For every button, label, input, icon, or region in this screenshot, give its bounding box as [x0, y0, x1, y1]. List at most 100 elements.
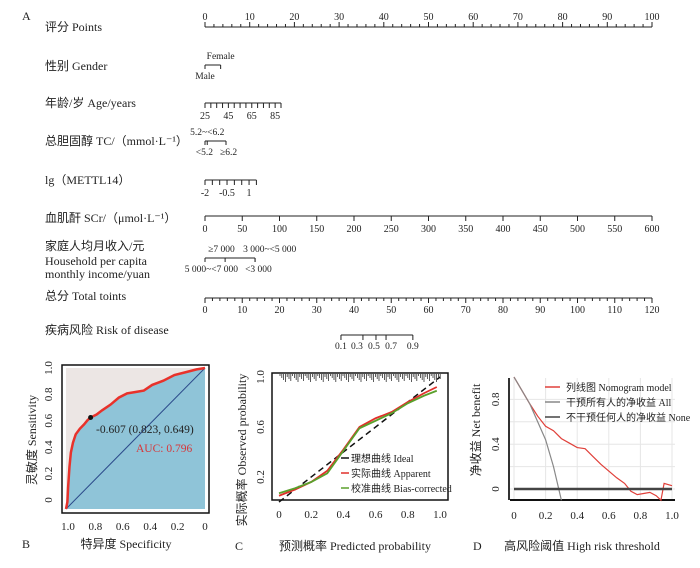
variable-tick-label: 200 — [347, 224, 362, 235]
total-points-tick-label: 120 — [645, 305, 660, 316]
variable-tick-label: -2 — [201, 188, 209, 199]
variable-label: Household per capita — [45, 254, 148, 268]
dca-x-tick-label: 0 — [511, 510, 517, 522]
roc-y-tick-label: 0 — [43, 497, 55, 503]
roc-y-tick-label: 0.4 — [43, 440, 55, 454]
calibration-frame — [271, 372, 449, 501]
risk-tick-label: 0.7 — [385, 342, 397, 352]
panel-label-a: A — [22, 9, 31, 23]
points-axis-tick-label: 10 — [245, 12, 255, 23]
points-axis-label: 评分 Points — [45, 20, 102, 34]
total-points-tick-label: 60 — [424, 305, 434, 316]
points-axis-tick-label: 20 — [289, 12, 299, 23]
roc-x-tick-label: 1.0 — [61, 521, 75, 533]
total-points-tick-label: 50 — [386, 305, 396, 316]
variable-tick-label: 550 — [607, 224, 622, 235]
roc-y-tick-label: 0.8 — [43, 387, 55, 401]
variable-tick-label: 300 — [421, 224, 436, 235]
variable-tick-label: 65 — [247, 111, 257, 122]
total-points-tick-label: 80 — [498, 305, 508, 316]
roc-auc-label: AUC: 0.796 — [136, 443, 192, 455]
variable-tick-label: 100 — [272, 224, 287, 235]
roc-x-axis-label: 特异度 Specificity — [81, 536, 172, 551]
roc-cutoff-label: -0.607 (0.823, 0.649) — [96, 424, 194, 436]
calibration-series-line — [278, 376, 441, 503]
dca-series-line — [513, 376, 673, 502]
dca-x-tick-label: 0.4 — [570, 510, 584, 522]
variable-level-label: <3 000 — [245, 265, 272, 275]
variable-tick-label: 25 — [200, 111, 210, 122]
dca-legend-label: 列线图 Nomogram model — [566, 381, 672, 394]
variable-label: lg（METTL14） — [45, 173, 130, 187]
roc-cutoff-point — [88, 414, 94, 420]
variable-label: monthly income/yuan — [45, 267, 150, 281]
total-points-label: 总分 Total toints — [45, 289, 126, 303]
calibration-x-tick-label: 0.2 — [304, 509, 318, 521]
variable-tick-label: 250 — [384, 224, 399, 235]
variable-tick-label: 450 — [533, 224, 548, 235]
dca-x-tick-label: 0.6 — [602, 510, 616, 522]
points-axis-tick-label: 0 — [203, 12, 208, 23]
dca-y-tick-label: 0.4 — [490, 437, 502, 451]
variable-level-label: ≥6.2 — [220, 148, 237, 158]
risk-axis-label: 疾病风险 Risk of disease — [45, 322, 169, 337]
variable-level-label: 3 000~<5 000 — [243, 245, 296, 255]
points-axis-tick-label: 30 — [334, 12, 344, 23]
total-points-tick-label: 10 — [237, 305, 247, 316]
dca-series-line — [513, 376, 562, 501]
roc-x-tick-label: 0.6 — [116, 521, 130, 533]
calibration-legend-label: 实际曲线 Apparent — [351, 467, 431, 480]
total-points-tick-label: 90 — [535, 305, 545, 316]
dca-y-tick-label: 0.8 — [490, 392, 502, 406]
dca-legend-label: 干预所有人的净收益 All — [566, 396, 671, 409]
roc-y-tick-label: 0.6 — [43, 413, 55, 427]
calibration-x-tick-label: 0.4 — [337, 509, 351, 521]
total-points-tick-label: 100 — [570, 305, 585, 316]
variable-label: 总胆固醇 TC/（mmol·L⁻¹） — [45, 133, 188, 148]
risk-tick-label: 0.3 — [351, 342, 363, 352]
variable-tick-label: -0.5 — [219, 188, 235, 199]
calibration-series-line — [278, 389, 438, 495]
dca-x-tick-label: 1.0 — [665, 510, 679, 522]
points-axis-tick-label: 50 — [424, 12, 434, 23]
variable-tick-label: 400 — [496, 224, 511, 235]
total-points-tick-label: 30 — [312, 305, 322, 316]
panel-label-b: B — [22, 537, 30, 551]
variable-level-label: Male — [195, 72, 215, 82]
points-axis-tick-label: 60 — [468, 12, 478, 23]
variable-label: 年龄/岁 Age/years — [45, 95, 136, 110]
panel-label-c: C — [235, 539, 243, 553]
total-points-tick-label: 20 — [275, 305, 285, 316]
dca-x-axis-label: 高风险阈值 High risk threshold — [504, 538, 660, 553]
variable-level-label: <5.2 — [196, 148, 213, 158]
variable-level-label: ≥7 000 — [208, 245, 235, 255]
points-axis-tick-label: 40 — [379, 12, 389, 23]
risk-tick-label: 0.1 — [335, 342, 347, 352]
roc-y-tick-label: 1.0 — [43, 361, 55, 375]
dca-y-tick-label: 0 — [490, 486, 502, 492]
variable-tick-label: 600 — [645, 224, 660, 235]
variable-tick-label: 50 — [237, 224, 247, 235]
dca-legend-label: 不干预任何人的净收益 None — [566, 411, 691, 424]
roc-x-tick-label: 0.8 — [89, 521, 103, 533]
variable-tick-label: 1 — [247, 188, 252, 199]
calibration-x-tick-label: 0.6 — [369, 509, 383, 521]
points-axis-tick-label: 70 — [513, 12, 523, 23]
dca-x-tick-label: 0.2 — [539, 510, 553, 522]
roc-diagonal — [65, 367, 206, 510]
total-points-tick-label: 40 — [349, 305, 359, 316]
variable-tick-label: 350 — [458, 224, 473, 235]
roc-y-tick-label: 0.2 — [43, 467, 55, 481]
calibration-y-tick-label: 1.0 — [255, 370, 267, 384]
calibration-y-axis-label: 实际概率 Observed probability — [234, 374, 249, 527]
points-axis-tick-label: 90 — [602, 12, 612, 23]
variable-tick-label: 0 — [203, 224, 208, 235]
total-points-tick-label: 0 — [203, 305, 208, 316]
roc-curve — [64, 366, 206, 510]
calibration-x-tick-label: 0.8 — [401, 509, 415, 521]
calibration-x-axis-label: 预测概率 Predicted probability — [279, 538, 431, 553]
variable-label: 家庭人均月收入/元 — [45, 238, 144, 253]
variable-label: 血肌酐 SCr/（μmol·L⁻¹） — [45, 211, 176, 225]
